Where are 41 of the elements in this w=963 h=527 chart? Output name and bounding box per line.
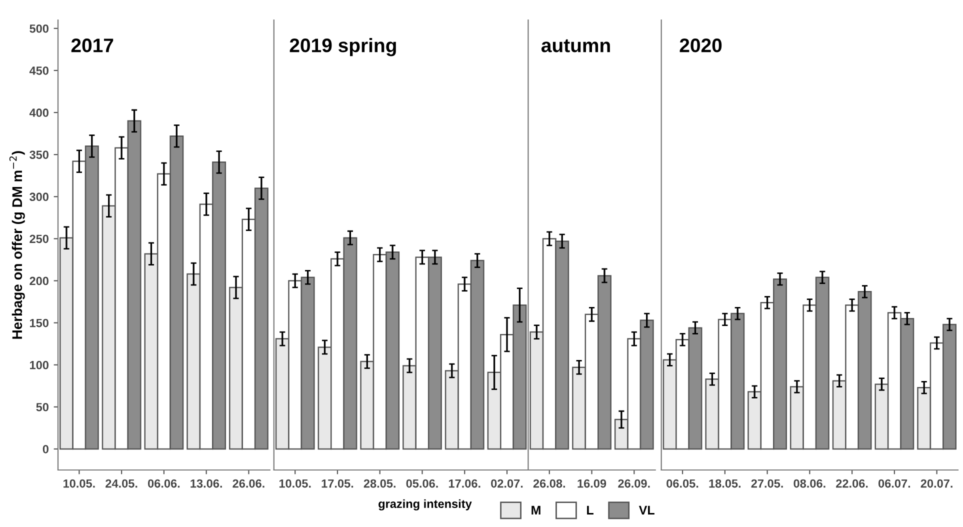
y-tick-label: 150 [30, 318, 48, 328]
x-tick-label: 18.05. [709, 479, 741, 488]
x-tick-label: 26.08. [533, 479, 565, 488]
x-tick-label: 06.07. [878, 479, 910, 488]
text: autumn [541, 39, 610, 52]
x-tick-label: 10.05. [279, 479, 311, 488]
legend-label: VL [638, 506, 654, 514]
x-tick-label: 24.05. [106, 479, 138, 488]
x-tick-label: 16.09 [578, 479, 606, 488]
y-axis-title: Herbage on offer (g DM m$^{−2}$) [9, 151, 25, 339]
x-tick-label: 13.06. [190, 479, 222, 488]
legend-title: grazing intensity [378, 499, 472, 510]
y-tick-label: 50 [36, 402, 48, 412]
y-tick-label: 250 [30, 234, 48, 244]
x-tick-label: 10.05. [64, 479, 95, 488]
y-tick-label: 300 [30, 192, 48, 202]
x-tick-label: 08.06. [794, 479, 826, 488]
y-tick-label: 350 [30, 150, 48, 159]
text: 2017 [71, 38, 114, 52]
x-tick-label: 28.05. [364, 479, 396, 488]
x-tick-label: 05.06. [406, 479, 438, 488]
x-tick-label: 20.07. [920, 479, 952, 488]
y-tick-label: 450 [29, 66, 48, 75]
text: 2019 spring [290, 38, 396, 56]
y-tick-label: 0 [42, 445, 48, 454]
legend-label: L [587, 506, 594, 514]
x-tick-label: 26.09. [618, 479, 650, 488]
x-tick-label: 02.07. [491, 479, 523, 488]
x-tick-label: 26.06. [232, 479, 264, 488]
x-tick-label: 22.06. [836, 479, 868, 488]
text: 2020 [680, 38, 722, 52]
x-tick-label: 06.05. [666, 479, 698, 488]
x-tick-label: 27.05. [751, 479, 783, 488]
y-tick-label: 500 [30, 24, 48, 33]
x-tick-label: 06.06. [148, 479, 180, 488]
y-tick-label: 400 [29, 108, 48, 117]
x-tick-label: 17.05. [322, 479, 354, 488]
y-tick-label: 200 [30, 276, 48, 286]
y-tick-label: 100 [30, 360, 48, 370]
x-tick-label: 17.06. [448, 479, 480, 488]
legend-label: M [532, 506, 540, 514]
